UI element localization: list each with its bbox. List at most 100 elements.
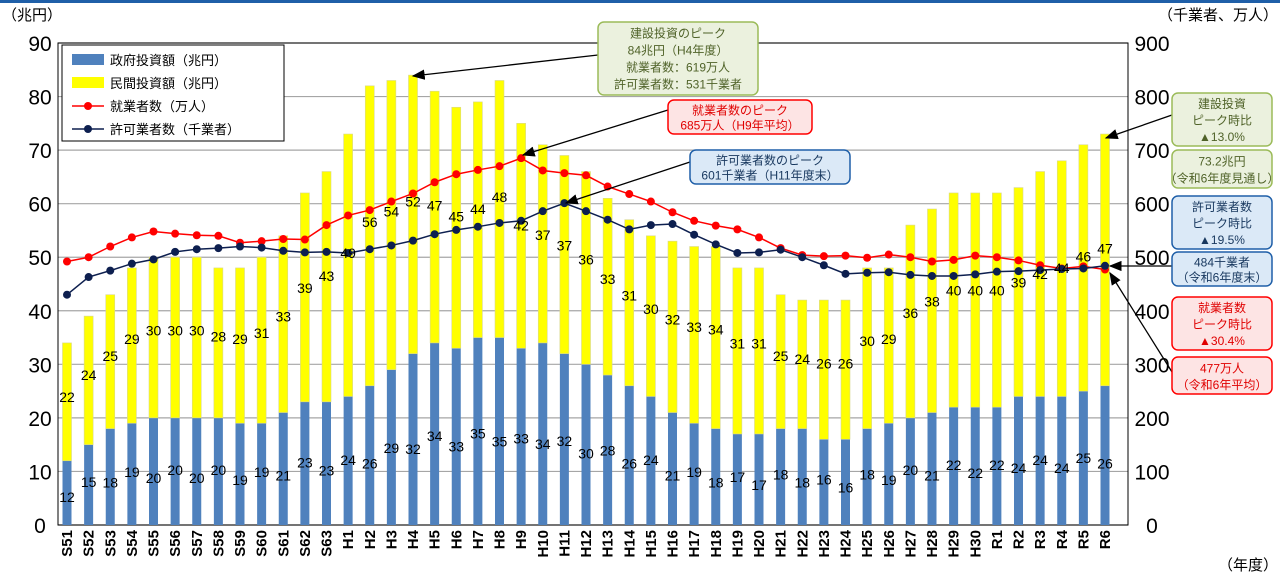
category-label: H14 [621, 529, 638, 557]
private-value-label: 56 [362, 214, 378, 230]
license-point [214, 244, 223, 253]
private-value-label: 42 [1032, 266, 1048, 282]
bar-government [192, 417, 202, 525]
bar-private [235, 267, 245, 424]
employment-point [430, 178, 439, 187]
category-label: H16 [665, 530, 682, 558]
license-point [257, 243, 266, 252]
license-point [430, 230, 439, 239]
category-label: H28 [924, 530, 941, 558]
private-value-label: 36 [903, 305, 919, 321]
license-point [1101, 261, 1109, 270]
bar-government [538, 342, 548, 525]
bar-private [1056, 160, 1067, 397]
employment-point [992, 253, 1001, 262]
government-value-label: 22 [989, 457, 1005, 473]
bar-government [1078, 391, 1088, 525]
bar-government [127, 423, 137, 525]
bar-private [689, 246, 699, 424]
bar-private [948, 192, 959, 408]
bar-private [429, 90, 440, 344]
private-value-label: 37 [535, 227, 551, 243]
category-label: H18 [708, 530, 725, 558]
bar-government [949, 407, 959, 525]
employment-point [582, 171, 590, 180]
bar-government [992, 407, 1002, 525]
license-point [192, 245, 201, 254]
category-label: H21 [773, 530, 790, 558]
bar-government [668, 412, 677, 525]
private-value-label: 26 [816, 356, 832, 372]
private-value-label: 33 [686, 319, 702, 335]
government-value-label: 19 [881, 472, 897, 488]
left-tick-label: 10 [28, 461, 51, 484]
category-label: H11 [556, 530, 573, 557]
right-tick-label: 600 [1134, 194, 1169, 217]
left-tick-label: 0 [34, 515, 46, 538]
private-value-label: 47 [1097, 240, 1113, 256]
bar-private [624, 219, 635, 387]
employment-point [322, 221, 331, 230]
bar-private [300, 192, 310, 403]
legend-marker [84, 102, 92, 110]
government-value-label: 20 [903, 462, 919, 478]
employment-point [841, 251, 850, 260]
government-value-label: 16 [838, 479, 854, 495]
employment-point [171, 229, 180, 238]
bar-government [1100, 385, 1110, 525]
bar-government [516, 348, 526, 525]
government-value-label: 32 [405, 441, 421, 457]
bar-private [256, 256, 267, 424]
annotation-text: 許可業者数：531千業者 [614, 77, 742, 92]
government-value-label: 34 [535, 436, 551, 452]
category-label: R4 [1054, 529, 1071, 549]
employment-point [755, 233, 763, 242]
annotation-text: 477万人 [1200, 361, 1244, 375]
government-value-label: 16 [816, 471, 832, 487]
government-value-label: 19 [254, 464, 270, 480]
annotation-text: （令和6年平均） [1177, 377, 1268, 392]
bar-private [191, 256, 202, 419]
license-point [300, 248, 309, 257]
government-value-label: 24 [1011, 460, 1027, 476]
employment-point [300, 235, 309, 244]
private-value-label: 32 [665, 311, 681, 327]
employment-point [127, 233, 136, 242]
bar-private [494, 80, 505, 338]
license-point [798, 253, 807, 262]
right-tick-label: 300 [1134, 354, 1169, 377]
government-value-label: 23 [319, 463, 335, 479]
annotation-box [1171, 195, 1273, 250]
private-value-label: 39 [297, 280, 313, 296]
category-label: R5 [1075, 530, 1092, 549]
private-value-label: 36 [578, 251, 594, 267]
category-label: S53 [102, 530, 119, 557]
private-value-label: 24 [794, 351, 810, 367]
employment-point [409, 189, 417, 198]
bar-government [213, 417, 223, 525]
bar-private [992, 192, 1002, 408]
license-point [971, 270, 980, 279]
private-value-label: 31 [254, 325, 270, 341]
private-value-label: 30 [167, 323, 183, 339]
category-label: S57 [189, 530, 206, 557]
bar-private [862, 267, 872, 429]
bar-private [170, 256, 180, 419]
category-label: S51 [59, 530, 76, 557]
category-label: H6 [448, 530, 465, 549]
bar-private [105, 294, 116, 429]
category-label: R1 [989, 530, 1006, 549]
government-value-label: 20 [211, 462, 227, 478]
government-value-label: 17 [730, 469, 746, 485]
category-label: H30 [967, 530, 984, 558]
license-point [603, 215, 612, 224]
bar-private [321, 171, 332, 403]
annotation-text: 許可業者数 [1192, 199, 1252, 214]
bar-government [451, 348, 461, 525]
right-tick-label: 400 [1134, 301, 1169, 324]
bar-government [559, 353, 569, 525]
private-value-label: 28 [211, 328, 227, 344]
left-tick-label: 60 [28, 194, 51, 217]
employment-point [106, 242, 115, 251]
